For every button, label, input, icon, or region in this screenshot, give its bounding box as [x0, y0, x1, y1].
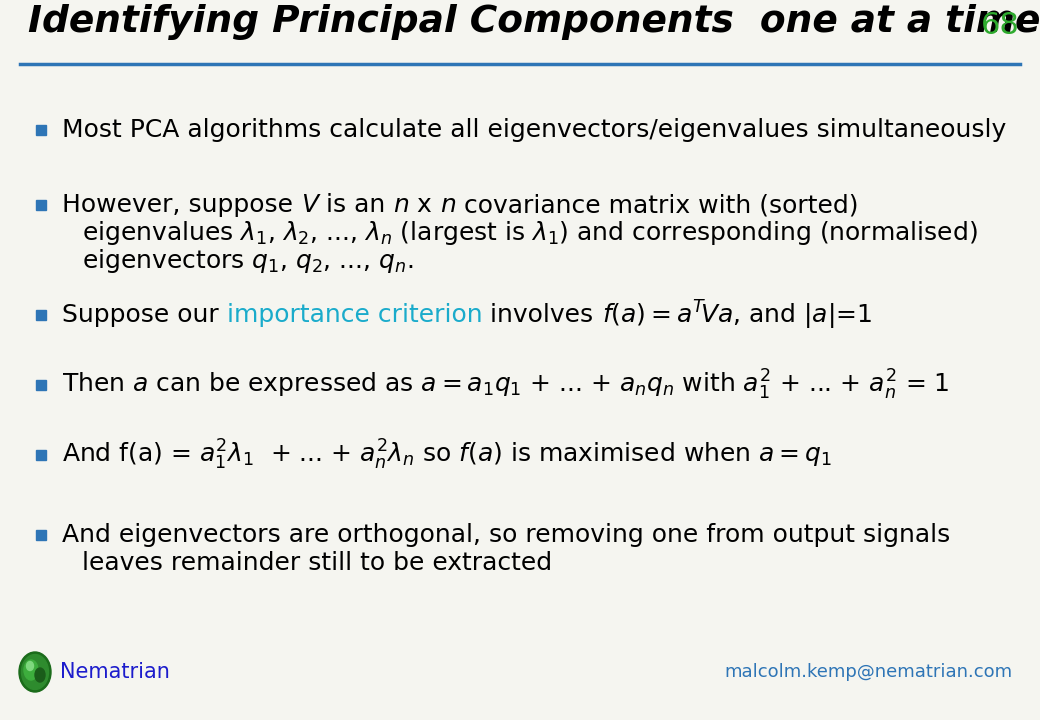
Text: x: x	[410, 193, 440, 217]
Text: importance criterion: importance criterion	[227, 303, 483, 327]
Bar	[36, 200, 46, 210]
Text: Most PCA algorithms calculate all eigenvectors/eigenvalues simultaneously: Most PCA algorithms calculate all eigenv…	[62, 118, 1007, 142]
Ellipse shape	[26, 662, 33, 670]
Bar	[36, 380, 46, 390]
Text: However, suppose: However, suppose	[62, 193, 301, 217]
Text: And f(a) = $a_1^2\lambda_1$  + ... + $a_n^2\lambda_n$ so $f(a)$ is maximised whe: And f(a) = $a_1^2\lambda_1$ + ... + $a_n…	[62, 438, 832, 472]
Text: eigenvectors $\it{q}_1$, $\it{q}_2$, ..., $\it{q}_n$.: eigenvectors $\it{q}_1$, $\it{q}_2$, ...…	[82, 247, 414, 275]
Text: malcolm.kemp@nematrian.com: malcolm.kemp@nematrian.com	[724, 663, 1012, 681]
Text: is an: is an	[318, 193, 393, 217]
Ellipse shape	[24, 660, 38, 680]
Ellipse shape	[19, 652, 51, 692]
Text: V: V	[301, 193, 318, 217]
Text: Then $a$ can be expressed as $a = a_1q_1$ + ... + $a_nq_n$ with $a_1^2$ + ... + : Then $a$ can be expressed as $a = a_1q_1…	[62, 368, 950, 402]
Text: n: n	[393, 193, 410, 217]
Text: 68: 68	[981, 11, 1020, 40]
Bar	[36, 125, 46, 135]
Text: involves: involves	[483, 303, 601, 327]
Bar	[36, 530, 46, 540]
Text: Identifying Principal Components  one at a time: Identifying Principal Components one at …	[28, 4, 1040, 40]
Text: $f(a) = a^T\!Va$, and |$a$|=1: $f(a) = a^T\!Va$, and |$a$|=1	[601, 298, 872, 332]
Text: n: n	[440, 193, 456, 217]
Text: And eigenvectors are orthogonal, so removing one from output signals: And eigenvectors are orthogonal, so remo…	[62, 523, 951, 547]
Text: eigenvalues $\lambda_1$, $\lambda_2$, ..., $\lambda_n$ (largest is $\lambda_1$) : eigenvalues $\lambda_1$, $\lambda_2$, ..…	[82, 219, 978, 247]
Text: leaves remainder still to be extracted: leaves remainder still to be extracted	[82, 551, 552, 575]
Ellipse shape	[22, 654, 49, 690]
Bar	[36, 450, 46, 460]
Text: Nematrian: Nematrian	[60, 662, 170, 682]
Ellipse shape	[35, 668, 45, 682]
Text: Suppose our: Suppose our	[62, 303, 227, 327]
Bar	[36, 310, 46, 320]
Text: covariance matrix with (sorted): covariance matrix with (sorted)	[456, 193, 858, 217]
